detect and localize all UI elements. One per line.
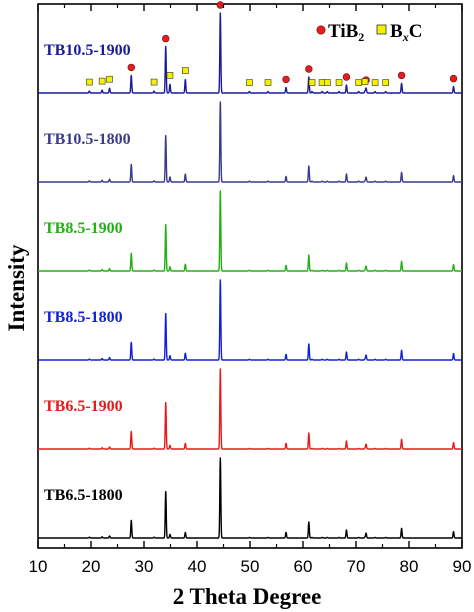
peak-marker-layer [86, 1, 458, 86]
bxc-peak-marker [382, 79, 389, 86]
tib2-peak-marker [449, 74, 458, 83]
x-tick-label: 20 [82, 557, 101, 576]
bxc-peak-marker [361, 78, 369, 85]
bxc-peak-marker [246, 79, 253, 86]
tib2-peak-marker [216, 1, 225, 9]
series-line [37, 190, 463, 272]
series-label: TB10.5-1800 [44, 131, 131, 148]
legend-tib2-label: TiB2 [328, 21, 364, 44]
bxc-peak-marker [324, 79, 331, 86]
bxc-peak-marker [355, 79, 362, 86]
x-axis-title: 2 Theta Degree [173, 584, 322, 609]
series-layer: TB6.5-1800 TB6.5-1900 TB8.5-1800 TB8.5-1900… [37, 12, 463, 539]
tib2-peak-marker [162, 34, 170, 43]
bxc-peak-marker [335, 79, 343, 86]
series-line [37, 368, 463, 450]
legend: TiB2 BxC [316, 21, 422, 44]
series-line [37, 279, 463, 361]
x-tick-label: 70 [347, 557, 366, 576]
tib2-peak-marker [127, 63, 135, 72]
bxc-peak-marker [182, 67, 189, 74]
x-tick-label: 40 [188, 557, 207, 576]
tib2-peak-marker [397, 71, 406, 80]
series-label: TB8.5-1900 [44, 220, 123, 237]
legend-tib2-marker [316, 25, 326, 35]
bxc-peak-marker [150, 78, 158, 86]
series-label: TB8.5-1800 [44, 309, 123, 326]
x-tick-label: 30 [135, 557, 154, 576]
x-tick-label: 60 [294, 557, 313, 576]
tib2-peak-marker [305, 65, 313, 73]
y-axis-title: Intensity [4, 244, 29, 331]
bxc-peak-marker [98, 77, 106, 85]
bxc-peak-marker [264, 79, 272, 86]
x-tick-label: 50 [241, 557, 260, 576]
series-line [37, 457, 463, 539]
legend-bxc-label: BxC [390, 21, 422, 44]
series-label: TB6.5-1900 [44, 398, 123, 415]
x-tick-label: 90 [453, 557, 472, 576]
x-tick-label: 10 [29, 557, 48, 576]
bxc-peak-marker [86, 78, 93, 86]
series-line [37, 101, 463, 183]
series-label: TB10.5-1900 [44, 42, 131, 59]
bxc-peak-marker [166, 72, 174, 79]
bxc-peak-marker [371, 79, 379, 86]
bxc-peak-marker [308, 79, 316, 86]
x-axis-ticks: 10 20 30 40 50 60 70 80 90 [29, 4, 472, 576]
x-tick-label: 80 [400, 557, 419, 576]
bxc-peak-marker [106, 75, 113, 83]
series-label: TB6.5-1800 [44, 487, 123, 504]
legend-bxc-marker [376, 24, 387, 35]
tib2-peak-marker [342, 73, 351, 81]
tib2-peak-marker [282, 75, 290, 84]
series-line [37, 12, 463, 94]
